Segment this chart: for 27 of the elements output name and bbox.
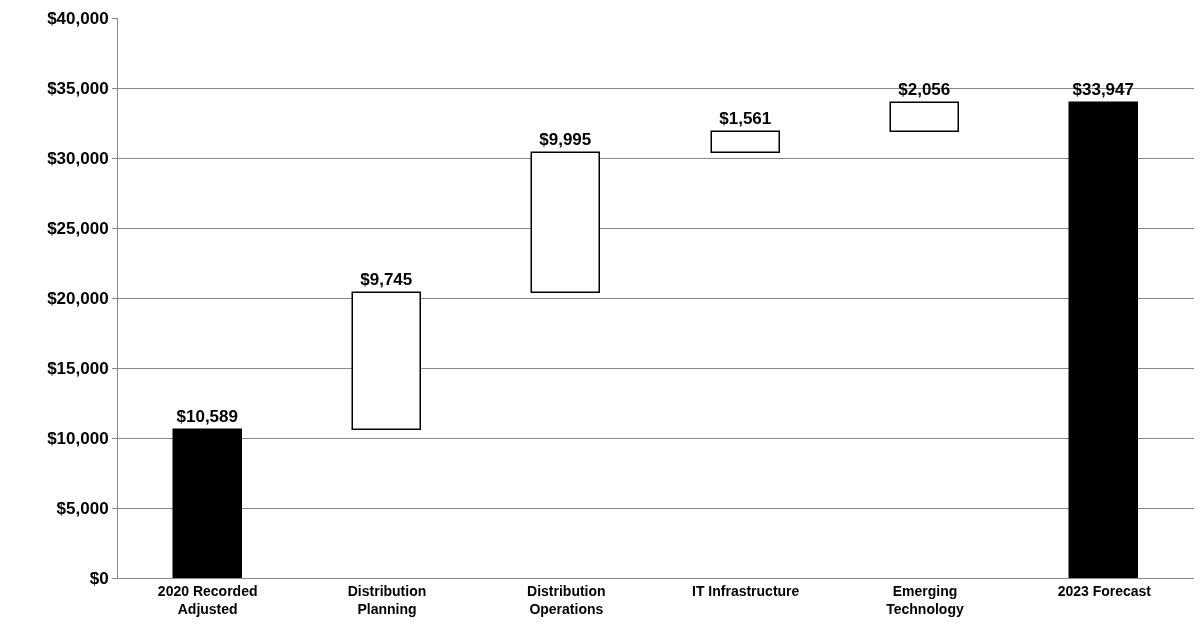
y-tick-label: $0 (89, 568, 109, 588)
bar (530, 151, 600, 293)
bar (889, 101, 959, 132)
data-label: $9,745 (360, 270, 413, 290)
data-label: $33,947 (1072, 80, 1134, 100)
y-tick-label: $25,000 (47, 218, 109, 238)
data-label: $10,589 (176, 407, 238, 427)
data-label: $9,995 (539, 130, 592, 150)
data-label: $2,056 (898, 80, 951, 100)
y-tick-label: $10,000 (47, 428, 109, 448)
data-label: $1,561 (719, 109, 772, 129)
x-tick-label: 2023 Forecast (1057, 582, 1152, 599)
x-tick-label: Distribution Planning (347, 582, 427, 617)
y-tick-label: $35,000 (47, 78, 109, 98)
y-tick-label: $30,000 (47, 148, 109, 168)
x-tick-label: 2020 Recorded Adjusted (157, 582, 258, 617)
y-tick-label: $15,000 (47, 358, 109, 378)
bar (351, 291, 421, 430)
x-tick-label: Distribution Operations (527, 582, 606, 617)
x-tick-label: Emerging Technology (886, 582, 964, 617)
x-tick-label: IT Infrastructure (691, 582, 800, 599)
y-tick-label: $20,000 (47, 288, 109, 308)
bar (1068, 101, 1138, 578)
bar (172, 428, 242, 578)
bar (710, 130, 780, 153)
y-tick-label: $40,000 (47, 8, 109, 28)
y-tick-label: $5,000 (56, 498, 109, 518)
